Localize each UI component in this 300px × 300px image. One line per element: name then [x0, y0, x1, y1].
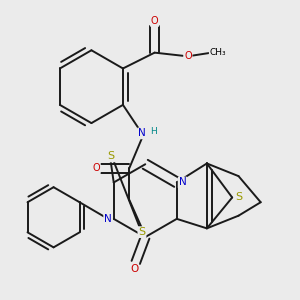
Text: S: S	[138, 227, 146, 237]
Text: O: O	[130, 264, 138, 274]
Text: O: O	[184, 51, 192, 61]
Text: N: N	[138, 128, 146, 138]
Text: O: O	[92, 163, 100, 173]
Text: H: H	[150, 127, 156, 136]
Text: N: N	[178, 178, 186, 188]
Text: S: S	[107, 152, 114, 161]
Text: CH₃: CH₃	[210, 48, 226, 57]
Text: S: S	[236, 193, 243, 202]
Text: O: O	[151, 16, 158, 26]
Text: N: N	[104, 214, 112, 224]
